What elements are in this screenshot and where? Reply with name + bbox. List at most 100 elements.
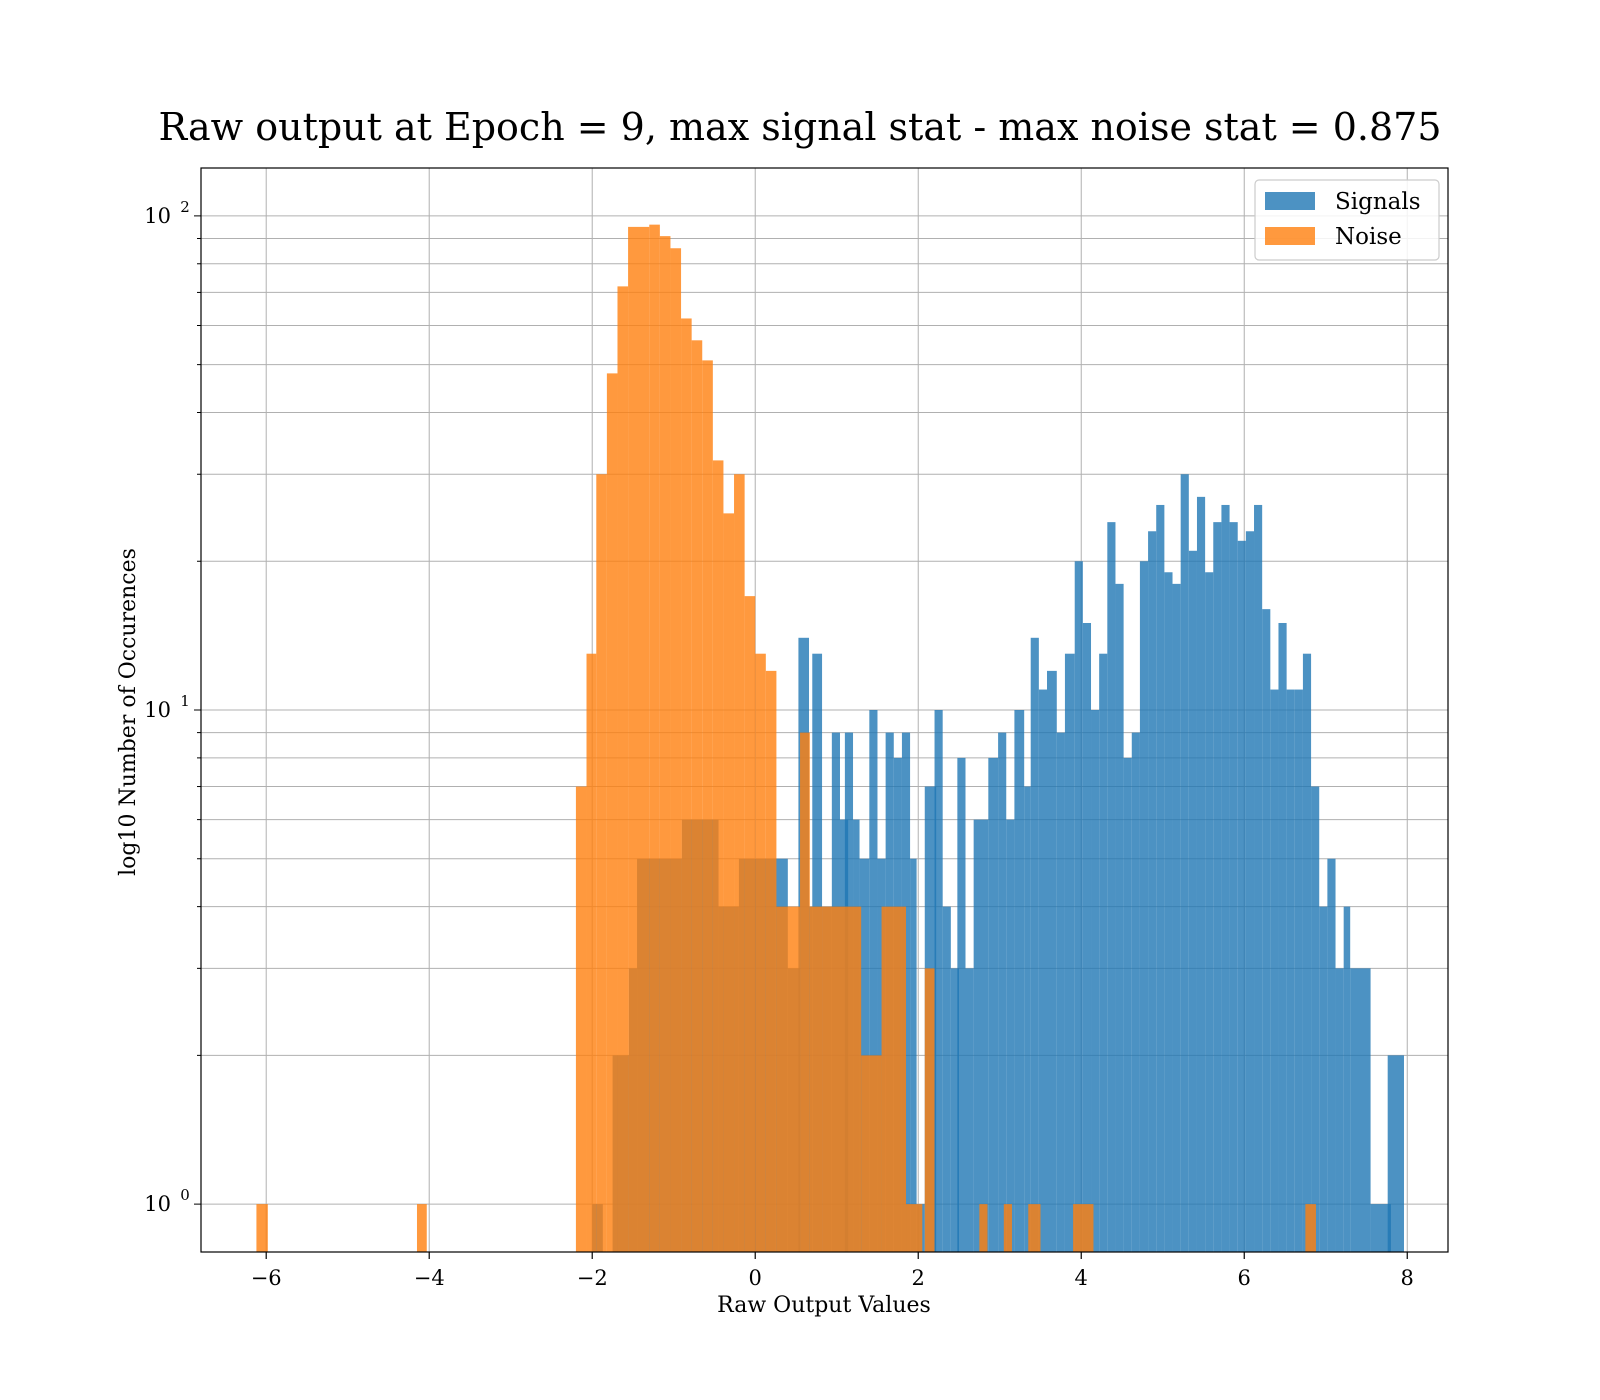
x-tick-label: 4: [1075, 1266, 1088, 1290]
x-tick-label: −2: [577, 1266, 608, 1290]
signals-bar: [1188, 550, 1197, 1252]
signals-bar: [1047, 670, 1057, 1252]
signals-bar: [1014, 710, 1025, 1252]
signals-bar: [1172, 583, 1181, 1252]
noise-bar: [712, 460, 724, 1252]
signals-bar: [998, 732, 1007, 1252]
y-tick-label: 10: [144, 698, 171, 722]
signals-bar: [934, 710, 943, 1252]
signals-bar: [1327, 858, 1336, 1252]
y-axis-label: log10 Number of Occurences: [116, 548, 141, 876]
signals-bar: [1024, 786, 1031, 1252]
noise-bar: [822, 906, 862, 1252]
noise-bar: [670, 248, 682, 1253]
legend: Signals Noise: [1254, 179, 1440, 261]
signals-bar: [1115, 583, 1124, 1252]
x-axis-label: Raw Output Values: [717, 1293, 931, 1318]
noise-bar: [765, 670, 777, 1252]
noise-bar: [681, 318, 692, 1252]
noise-bar: [416, 1204, 427, 1252]
noise-bar: [659, 236, 671, 1252]
signals-bar: [1107, 522, 1116, 1252]
noise-bar: [881, 906, 907, 1252]
signals-bar: [1262, 609, 1271, 1252]
noise-legend-label: Noise: [1335, 224, 1402, 250]
signals-bar: [1164, 572, 1173, 1252]
signals-bar: [1030, 637, 1039, 1252]
signals-bar: [1319, 906, 1328, 1252]
plot-frame: [200, 167, 1449, 1253]
noise-bar: [744, 596, 756, 1252]
noise-bar: [596, 474, 607, 1253]
signals-bar: [1064, 653, 1075, 1252]
signals-bar: [1387, 1055, 1404, 1252]
signals-bar: [1311, 786, 1320, 1252]
signals-bar: [1370, 1204, 1391, 1252]
signals-bar: [1074, 561, 1083, 1252]
noise-bar: [776, 906, 801, 1252]
signals-bar: [869, 710, 878, 1252]
signals-bar: [1156, 504, 1165, 1252]
noise-bar: [628, 226, 650, 1252]
signals-bar: [1180, 474, 1189, 1253]
signals-bar: [1123, 757, 1132, 1252]
y-tick-exponent: 1: [180, 692, 190, 710]
y-tick-exponent: 0: [180, 1186, 190, 1204]
signals-bar: [1099, 653, 1108, 1252]
signals-bar: [965, 968, 974, 1252]
noise-bar: [906, 1204, 923, 1252]
signals-bar: [1213, 522, 1222, 1252]
x-tick-label: 2: [912, 1266, 925, 1290]
signals-bar: [1139, 561, 1149, 1252]
noise-bar: [861, 1055, 882, 1252]
noise-legend-swatch: [1265, 227, 1315, 245]
noise-bar: [617, 286, 629, 1252]
signals-bar: [1148, 531, 1157, 1252]
signals-bar: [973, 819, 989, 1252]
noise-bar: [702, 360, 713, 1252]
signals-bar: [1082, 622, 1092, 1252]
signals-bar: [950, 968, 959, 1252]
noise-bar: [1305, 1204, 1316, 1252]
x-tick-label: 8: [1401, 1266, 1414, 1290]
signals-bar: [1221, 504, 1230, 1252]
signals-bar: [988, 757, 999, 1252]
noise-bar: [979, 1204, 988, 1252]
signals-bar: [1131, 732, 1140, 1252]
x-tick-label: −4: [414, 1266, 445, 1290]
signals-bar: [1270, 689, 1279, 1252]
signals-bar: [1038, 689, 1048, 1252]
signals-legend-label: Signals: [1335, 189, 1421, 215]
y-tick-label: 10: [144, 1192, 171, 1216]
noise-bar: [1028, 1204, 1041, 1252]
noise-bar: [723, 513, 735, 1252]
x-tick-label: −6: [251, 1266, 282, 1290]
signals-bar: [1350, 968, 1371, 1252]
signals-bar: [1343, 906, 1351, 1252]
signals-bar: [1091, 710, 1100, 1252]
noise-bar: [649, 224, 660, 1252]
signals-bar: [942, 906, 951, 1252]
noise-bar: [691, 340, 703, 1253]
signals-bar: [1245, 531, 1255, 1252]
signals-bar: [1006, 819, 1015, 1252]
x-tick-label: 6: [1238, 1266, 1251, 1290]
noise-bar: [1003, 1204, 1012, 1252]
y-tick-exponent: 2: [180, 198, 190, 216]
signals-bar: [1196, 496, 1206, 1252]
noise-bar: [924, 968, 935, 1252]
signals-bar: [1302, 653, 1312, 1252]
y-tick-label: 10: [144, 204, 171, 228]
noise-bar: [606, 373, 618, 1252]
x-tick-label: 0: [749, 1266, 762, 1290]
chart-title: Raw output at Epoch = 9, max signal stat…: [158, 105, 1441, 149]
signals-bar: [1278, 622, 1287, 1252]
noise-bar: [755, 653, 766, 1252]
signals-bar: [1205, 572, 1214, 1252]
noise-bar: [256, 1204, 268, 1252]
signals-legend-swatch: [1265, 192, 1315, 210]
signals-bar: [910, 858, 917, 1252]
noise-bar: [575, 786, 587, 1252]
